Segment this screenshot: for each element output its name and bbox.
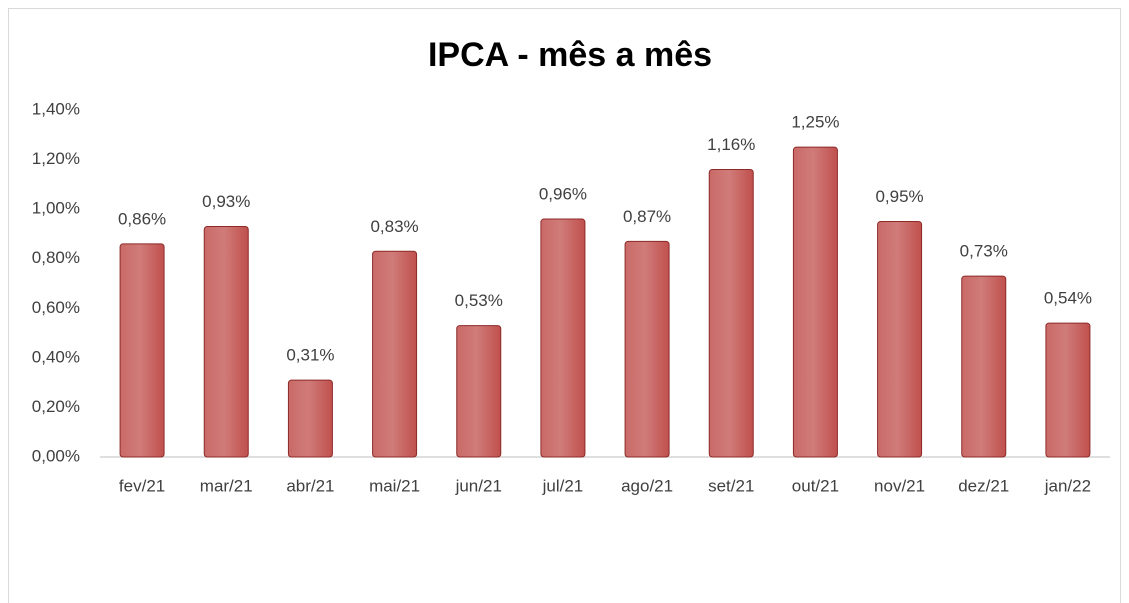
bar — [287, 379, 333, 458]
x-tick-label: out/21 — [792, 476, 839, 495]
bar — [624, 240, 670, 458]
x-tick-label: mar/21 — [200, 476, 253, 495]
x-tick-label: set/21 — [708, 476, 754, 495]
x-tick-label: fev/21 — [119, 476, 165, 495]
chart-title: IPCA - mês a mês — [428, 36, 712, 74]
y-tick-label: 1,00% — [32, 199, 80, 218]
bar — [877, 221, 923, 458]
y-tick-label: 0,60% — [32, 298, 80, 317]
bar — [456, 325, 502, 458]
bar — [792, 146, 838, 458]
bar — [708, 168, 754, 458]
value-label: 1,25% — [791, 113, 839, 132]
value-label: 0,31% — [286, 346, 334, 365]
value-label: 0,54% — [1044, 289, 1092, 308]
x-tick-label: ago/21 — [621, 476, 673, 495]
x-tick-label: jan/22 — [1044, 476, 1091, 495]
y-tick-label: 0,80% — [32, 248, 80, 267]
value-label: 1,16% — [707, 135, 755, 154]
value-label: 0,95% — [875, 187, 923, 206]
x-tick-label: abr/21 — [286, 476, 334, 495]
x-tick-label: jul/21 — [542, 476, 584, 495]
bar — [540, 218, 586, 458]
bar — [372, 250, 418, 458]
x-tick-label: jun/21 — [455, 476, 502, 495]
bar — [961, 275, 1007, 458]
x-tick-label: dez/21 — [958, 476, 1009, 495]
y-tick-label: 1,40% — [32, 99, 80, 118]
x-tick-label: nov/21 — [874, 476, 925, 495]
bar — [1045, 322, 1091, 458]
value-label: 0,87% — [623, 207, 671, 226]
value-label: 0,86% — [118, 209, 166, 228]
x-tick-label: mai/21 — [369, 476, 420, 495]
y-tick-label: 0,40% — [32, 347, 80, 366]
bar — [203, 225, 249, 458]
value-label: 0,53% — [455, 291, 503, 310]
value-label: 0,93% — [202, 192, 250, 211]
y-tick-label: 0,20% — [32, 397, 80, 416]
value-label: 0,83% — [370, 217, 418, 236]
bar — [119, 243, 165, 458]
value-label: 0,96% — [539, 185, 587, 204]
y-tick-label: 0,00% — [32, 446, 80, 465]
y-tick-label: 1,20% — [32, 149, 80, 168]
value-label: 0,73% — [960, 242, 1008, 261]
